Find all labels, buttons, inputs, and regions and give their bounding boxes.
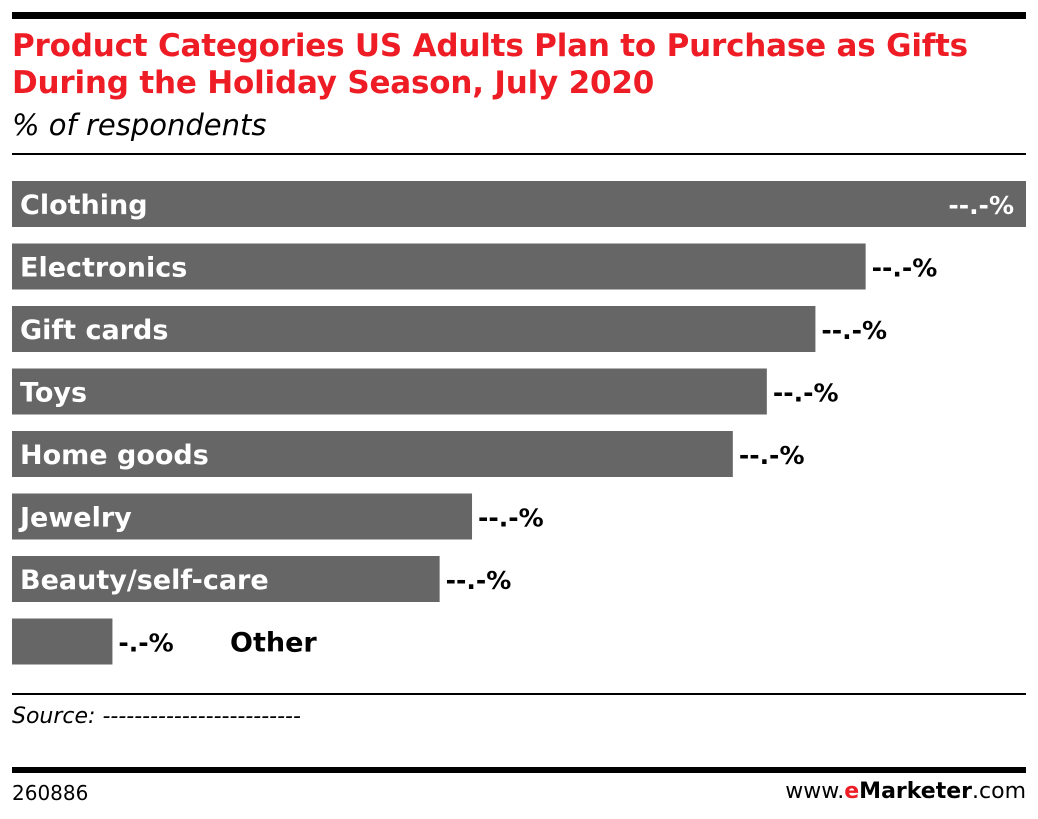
category-label-electronics: Electronics xyxy=(20,253,187,284)
category-label-beauty-self-care: Beauty/self-care xyxy=(20,565,269,596)
top-rule xyxy=(12,12,1026,19)
value-label-other: -.-% xyxy=(118,629,173,658)
category-label-clothing: Clothing xyxy=(20,190,148,221)
brand-e: e xyxy=(844,779,860,804)
brand-name: Marketer xyxy=(859,779,973,804)
value-label-toys: --.-% xyxy=(773,379,839,408)
chart-title: Product Categories US Adults Plan to Pur… xyxy=(12,28,968,101)
emarketer-link[interactable]: www.eMarketer.com xyxy=(785,778,1026,806)
bar-jewelry xyxy=(12,493,473,540)
category-label-home-goods: Home goods xyxy=(20,440,209,471)
bar-beauty-self-care xyxy=(12,556,440,602)
value-label-clothing: --.-% xyxy=(948,191,1014,220)
value-label-gift-cards: --.-% xyxy=(821,316,887,345)
bar-home-goods xyxy=(12,431,733,477)
category-label-other: Other xyxy=(230,628,317,659)
value-label-home-goods: --.-% xyxy=(739,441,805,470)
header-divider xyxy=(12,153,1026,155)
bar-electronics xyxy=(12,243,866,290)
bar-clothing xyxy=(12,181,1026,227)
value-label-electronics: --.-% xyxy=(872,254,938,283)
bar-gift-cards xyxy=(12,306,816,352)
bar-toys xyxy=(12,368,767,415)
category-label-gift-cards: Gift cards xyxy=(20,315,168,346)
footer-divider xyxy=(12,693,1026,695)
category-label-jewelry: Jewelry xyxy=(18,503,132,534)
source-note: Source: ------------------------- xyxy=(12,704,301,729)
category-label-toys: Toys xyxy=(20,378,87,409)
bottom-rule xyxy=(12,767,1026,773)
brand-prefix: www. xyxy=(785,779,845,804)
value-label-jewelry: --.-% xyxy=(478,504,544,533)
chart-id: 260886 xyxy=(12,781,89,805)
value-label-beauty-self-care: --.-% xyxy=(446,566,512,595)
bar-other xyxy=(12,618,113,665)
brand-suffix: .com xyxy=(972,779,1026,804)
chart-subtitle: % of respondents xyxy=(12,108,267,142)
